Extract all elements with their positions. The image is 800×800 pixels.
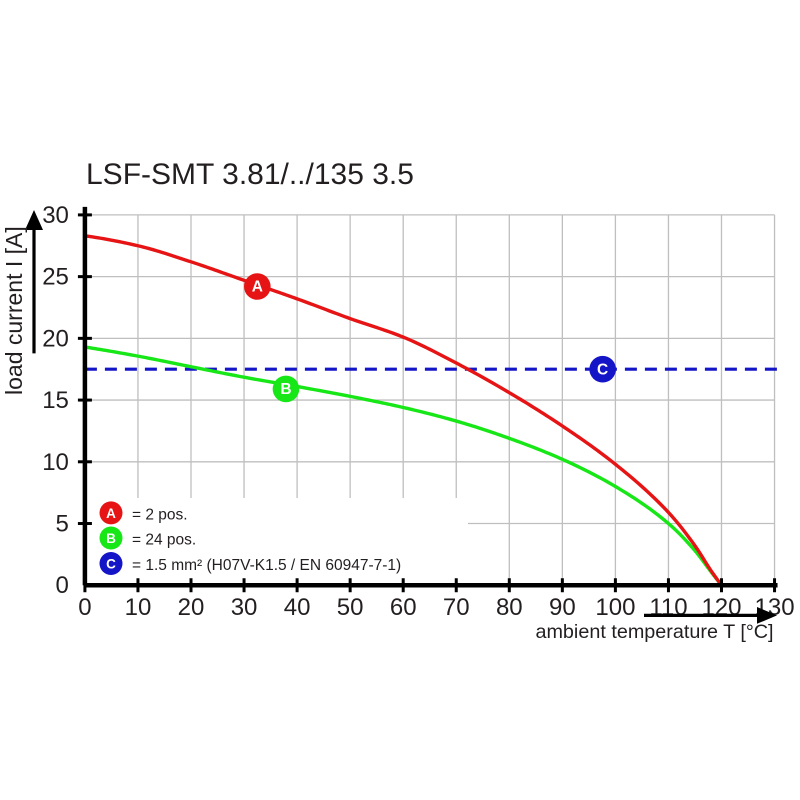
svg-text:B: B — [280, 381, 291, 398]
svg-text:20: 20 — [42, 325, 69, 352]
svg-text:20: 20 — [178, 594, 205, 621]
svg-text:110: 110 — [649, 594, 687, 621]
svg-text:90: 90 — [549, 594, 576, 621]
svg-text:A: A — [106, 506, 116, 521]
svg-text:30: 30 — [231, 594, 258, 621]
svg-text:40: 40 — [284, 594, 311, 621]
svg-text:B: B — [106, 531, 116, 546]
svg-text:= 2 pos.: = 2 pos. — [132, 507, 188, 524]
svg-text:10: 10 — [125, 594, 152, 621]
svg-text:0: 0 — [56, 572, 69, 599]
svg-text:C: C — [597, 361, 608, 378]
svg-text:50: 50 — [337, 594, 364, 621]
svg-text:A: A — [252, 279, 263, 296]
svg-text:30: 30 — [42, 202, 69, 229]
svg-text:60: 60 — [390, 594, 417, 621]
svg-text:= 1.5 mm² (H07V-K1.5 / EN 6094: = 1.5 mm² (H07V-K1.5 / EN 60947-7-1) — [132, 557, 401, 574]
svg-text:15: 15 — [42, 387, 69, 414]
svg-text:120: 120 — [701, 594, 741, 621]
svg-text:80: 80 — [496, 594, 523, 621]
svg-text:0: 0 — [78, 594, 91, 621]
svg-text:5: 5 — [56, 511, 69, 538]
svg-text:= 24 pos.: = 24 pos. — [132, 532, 196, 549]
svg-text:100: 100 — [595, 594, 635, 621]
svg-text:10: 10 — [42, 449, 69, 476]
svg-text:25: 25 — [42, 264, 69, 291]
svg-text:ambient temperature T [°C]: ambient temperature T [°C] — [535, 621, 773, 643]
svg-text:load current I [A]: load current I [A] — [1, 226, 27, 395]
svg-text:70: 70 — [443, 594, 470, 621]
svg-text:C: C — [106, 557, 116, 572]
